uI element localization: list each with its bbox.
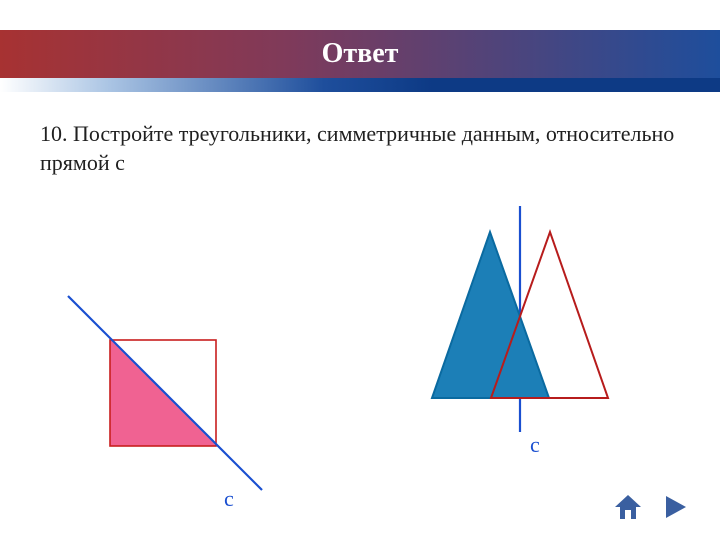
right-red-triangle <box>491 232 608 398</box>
home-button[interactable] <box>612 492 644 522</box>
left-axis-label-c: с <box>224 486 234 512</box>
right-axis-label-c: с <box>530 432 540 458</box>
title-underline <box>0 78 720 92</box>
left-square-outline <box>110 340 216 446</box>
left-pink-triangle <box>110 340 216 446</box>
right-blue-triangle <box>432 232 549 398</box>
title-bar: Ответ <box>0 30 720 78</box>
page-title: Ответ <box>322 38 399 69</box>
next-button[interactable] <box>660 492 692 522</box>
left-axis-line-c <box>68 296 262 490</box>
home-icon <box>612 492 644 522</box>
problem-statement: 10. Постройте треугольники, симметричные… <box>40 120 680 177</box>
next-icon <box>660 492 692 522</box>
